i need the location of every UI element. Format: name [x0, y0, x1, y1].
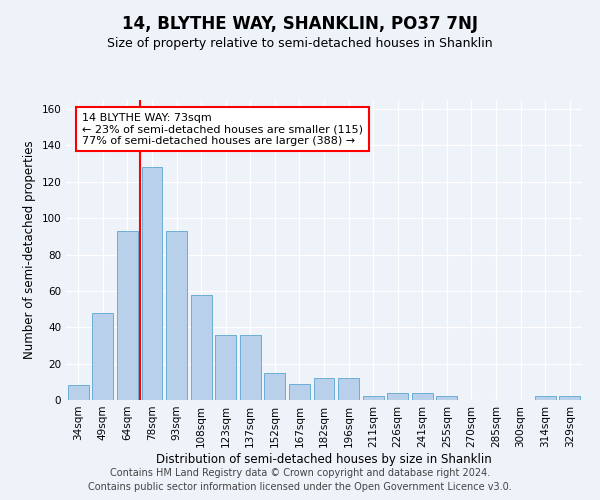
Bar: [535, 396, 556, 400]
Bar: [215, 334, 236, 400]
Text: Contains public sector information licensed under the Open Government Licence v3: Contains public sector information licen…: [88, 482, 512, 492]
Bar: [338, 378, 359, 400]
Text: 14 BLYTHE WAY: 73sqm
← 23% of semi-detached houses are smaller (115)
77% of semi: 14 BLYTHE WAY: 73sqm ← 23% of semi-detac…: [82, 112, 363, 146]
Bar: [314, 378, 334, 400]
Bar: [289, 384, 310, 400]
Bar: [191, 294, 212, 400]
X-axis label: Distribution of semi-detached houses by size in Shanklin: Distribution of semi-detached houses by …: [156, 452, 492, 466]
Bar: [92, 312, 113, 400]
Text: 14, BLYTHE WAY, SHANKLIN, PO37 7NJ: 14, BLYTHE WAY, SHANKLIN, PO37 7NJ: [122, 15, 478, 33]
Bar: [265, 372, 286, 400]
Bar: [240, 334, 261, 400]
Y-axis label: Number of semi-detached properties: Number of semi-detached properties: [23, 140, 36, 360]
Text: Contains HM Land Registry data © Crown copyright and database right 2024.: Contains HM Land Registry data © Crown c…: [110, 468, 490, 477]
Bar: [387, 392, 408, 400]
Bar: [68, 386, 89, 400]
Text: Size of property relative to semi-detached houses in Shanklin: Size of property relative to semi-detach…: [107, 38, 493, 51]
Bar: [117, 231, 138, 400]
Bar: [362, 396, 383, 400]
Bar: [142, 168, 163, 400]
Bar: [559, 396, 580, 400]
Bar: [166, 231, 187, 400]
Bar: [412, 392, 433, 400]
Bar: [436, 396, 457, 400]
